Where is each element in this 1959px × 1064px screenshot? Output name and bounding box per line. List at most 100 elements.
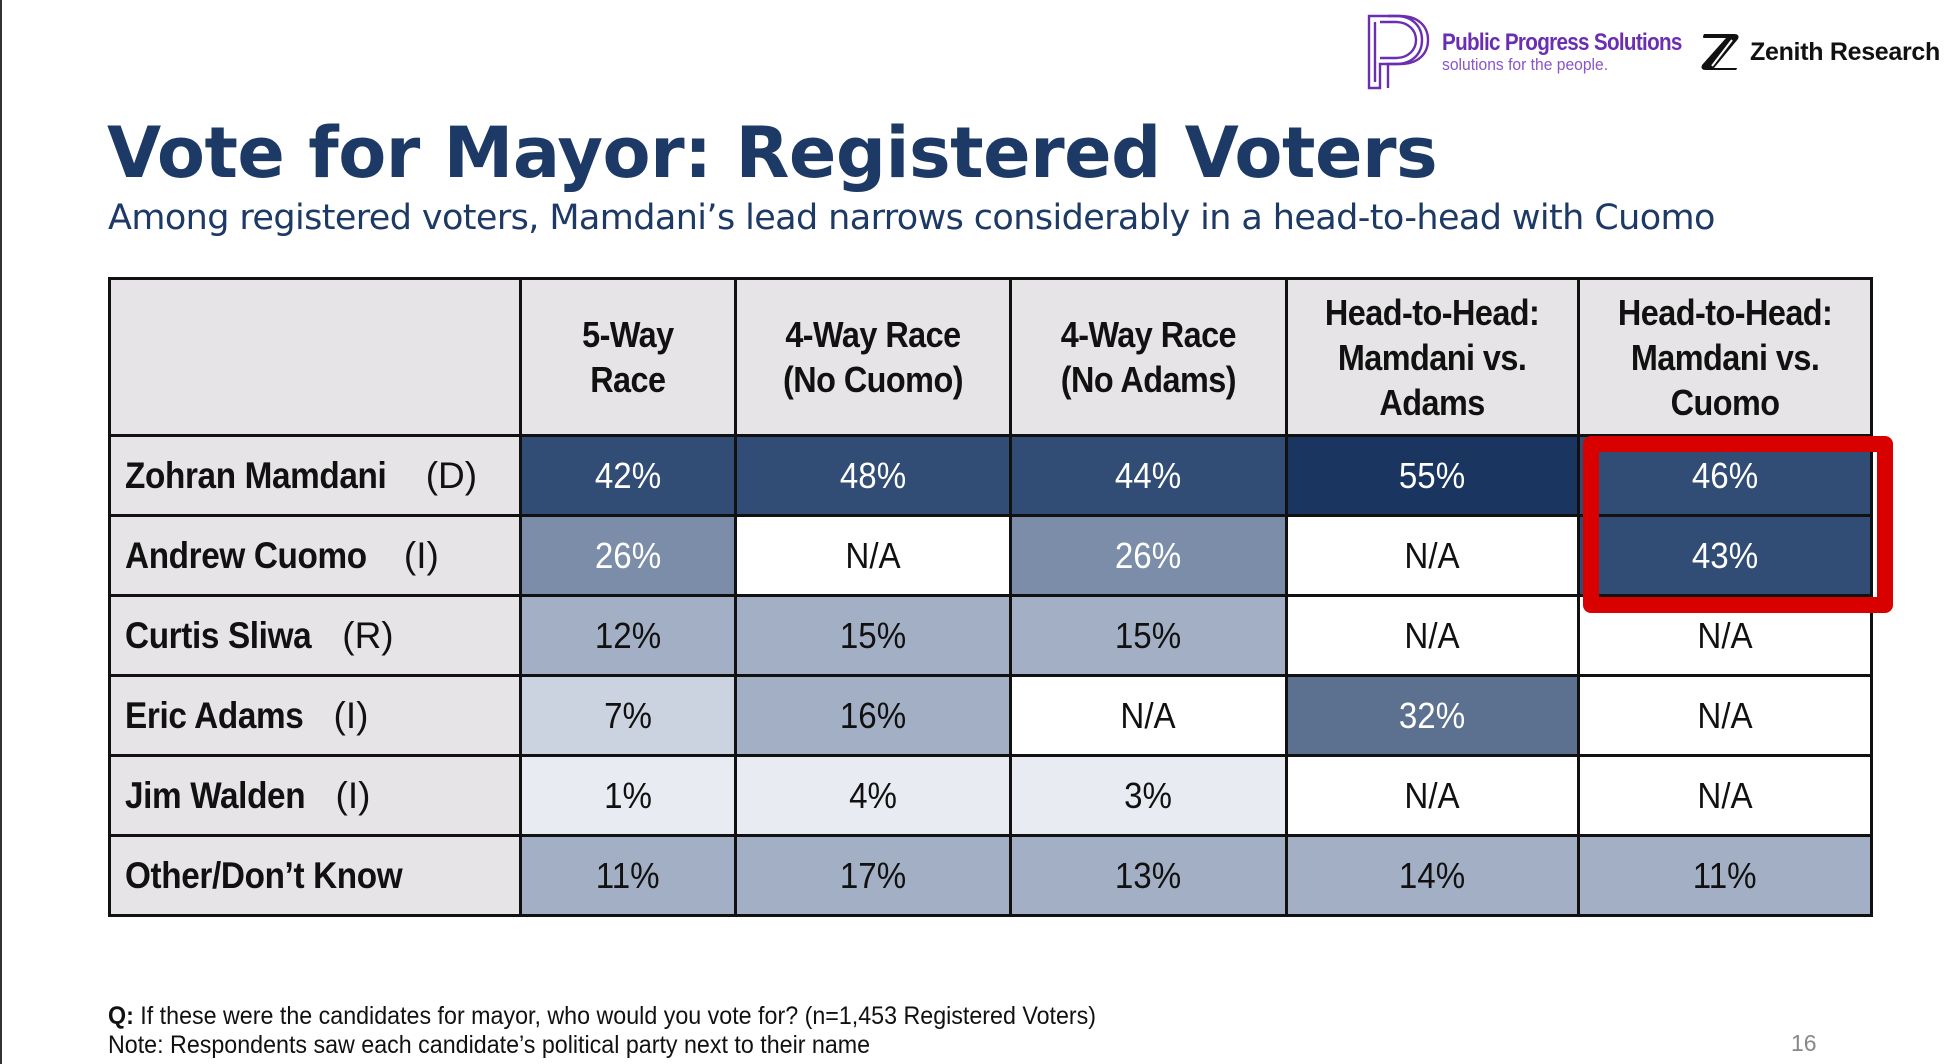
value-cell: 15% bbox=[1009, 594, 1288, 677]
value-cell: 3% bbox=[1009, 754, 1288, 837]
column-header: Head-to-Head: Mamdani vs. Adams bbox=[1285, 277, 1580, 437]
value-cell: 11% bbox=[519, 834, 737, 917]
cell-value: 42% bbox=[594, 454, 662, 496]
table-row: Zohran Mamdani (D) 42% 48% 44% 55% 46% bbox=[108, 434, 1873, 517]
value-cell: 7% bbox=[519, 674, 737, 757]
slide-edge bbox=[0, 0, 2, 1064]
cell-value: 26% bbox=[594, 534, 662, 576]
column-header: Head-to-Head: Mamdani vs. Cuomo bbox=[1577, 277, 1873, 437]
cell-value: N/A bbox=[845, 534, 901, 576]
cell-value: 17% bbox=[839, 854, 907, 896]
cell-value: N/A bbox=[1697, 774, 1753, 816]
cell-value: 16% bbox=[839, 694, 907, 736]
column-header-line: (No Adams) bbox=[1060, 359, 1237, 400]
column-header-label: Head-to-Head: Mamdani vs. Cuomo bbox=[1617, 290, 1833, 425]
candidate-label: Andrew Cuomo (I) bbox=[108, 514, 522, 597]
na-cell: N/A bbox=[1285, 754, 1580, 837]
question-body: If these were the candidates for mayor, … bbox=[133, 1002, 1097, 1030]
cell-value: 43% bbox=[1691, 534, 1759, 576]
column-header-line: Adams bbox=[1379, 381, 1486, 423]
column-header-line: Head-to-Head: bbox=[1325, 291, 1540, 333]
cell-value: N/A bbox=[1120, 694, 1177, 736]
cell-value: N/A bbox=[1404, 534, 1461, 576]
value-cell: 26% bbox=[1009, 514, 1288, 597]
cell-value: 4% bbox=[849, 774, 897, 816]
na-cell: N/A bbox=[1577, 754, 1873, 837]
page-title: Vote for Mayor: Registered Voters bbox=[107, 112, 1438, 194]
candidate-label: Jim Walden (I) bbox=[108, 754, 522, 837]
cell-value: 55% bbox=[1399, 454, 1466, 496]
value-cell: 44% bbox=[1009, 434, 1288, 517]
column-header-line: 4-Way Race bbox=[1060, 314, 1237, 355]
cell-value: 32% bbox=[1399, 694, 1466, 736]
column-header-line: (No Cuomo) bbox=[783, 359, 963, 400]
table-header-row: 5-Way Race 4-Way Race (No Cuomo) 4-Way Race(… bbox=[108, 277, 1873, 437]
column-header-line: 4-Way Race bbox=[785, 314, 961, 355]
cell-value: 44% bbox=[1115, 454, 1182, 496]
na-cell: N/A bbox=[1285, 514, 1580, 597]
candidate-label: Eric Adams (I) bbox=[108, 674, 522, 757]
value-cell: 16% bbox=[734, 674, 1012, 757]
cell-value: 13% bbox=[1115, 854, 1182, 896]
pps-name: Public Progress Solutions bbox=[1442, 29, 1682, 56]
value-cell: 12% bbox=[519, 594, 737, 677]
value-cell: 1% bbox=[519, 754, 737, 837]
results-table: 5-Way Race 4-Way Race (No Cuomo) 4-Way Race(… bbox=[108, 277, 1873, 917]
cell-value: N/A bbox=[1404, 774, 1461, 816]
column-header-label: 5-Way Race bbox=[582, 312, 674, 402]
value-cell: 48% bbox=[734, 434, 1012, 517]
column-header-label: 4-Way Race (No Adams) bbox=[1060, 312, 1237, 402]
na-cell: N/A bbox=[1577, 594, 1873, 677]
cell-value: 7% bbox=[604, 694, 652, 736]
table-row: Jim Walden (I) 1% 4% 3% N/A N/A bbox=[108, 754, 1873, 837]
na-cell: N/A bbox=[1285, 594, 1580, 677]
candidate-name: Zohran Mamdani bbox=[125, 454, 387, 496]
column-header: 4-Way Race (No Cuomo) bbox=[734, 277, 1012, 437]
footer-notes: Q: If these were the candidates for mayo… bbox=[108, 1002, 1170, 1060]
column-header-line: Head-to-Head: bbox=[1617, 291, 1833, 333]
candidate-party: (I) bbox=[403, 534, 439, 576]
column-header-line: 5-Way bbox=[582, 314, 674, 355]
cell-value: 1% bbox=[604, 774, 652, 816]
header-cell-empty bbox=[108, 277, 522, 437]
cell-value: 12% bbox=[594, 614, 662, 656]
cell-value: 11% bbox=[596, 854, 660, 896]
cell-value: 46% bbox=[1691, 454, 1759, 496]
value-cell: 11% bbox=[1577, 834, 1873, 917]
cell-value: 14% bbox=[1399, 854, 1466, 896]
candidate-label: Zohran Mamdani (D) bbox=[108, 434, 522, 517]
candidate-party: (D) bbox=[425, 454, 478, 496]
column-header-line: Cuomo bbox=[1670, 381, 1780, 423]
cell-value: 26% bbox=[1115, 534, 1182, 576]
na-cell: N/A bbox=[1577, 674, 1873, 757]
question-text: Q: If these were the candidates for mayo… bbox=[108, 1002, 1096, 1031]
column-header: 4-Way Race (No Adams) bbox=[1009, 277, 1288, 437]
value-cell: 15% bbox=[734, 594, 1012, 677]
cell-value: 15% bbox=[1115, 614, 1182, 656]
candidate-label: Other/Don’t Know bbox=[108, 834, 522, 917]
note-text: Note: Respondents saw each candidate’s p… bbox=[108, 1031, 871, 1059]
cell-value: 15% bbox=[839, 614, 907, 656]
table-row: Eric Adams (I) 7% 16% N/A 32% N/A bbox=[108, 674, 1873, 757]
cell-value: 11% bbox=[1693, 854, 1757, 896]
column-header: 5-Way Race bbox=[519, 277, 737, 437]
candidate-party: (I) bbox=[333, 694, 369, 736]
p-monogram-icon bbox=[1367, 14, 1430, 90]
pps-tagline: solutions for the people. bbox=[1442, 55, 1609, 74]
table-row: Curtis Sliwa (R) 12% 15% 15% N/A N/A bbox=[108, 594, 1873, 677]
cell-value: 48% bbox=[839, 454, 907, 496]
cell-value: N/A bbox=[1697, 614, 1753, 656]
candidate-name: Jim Walden bbox=[125, 774, 306, 816]
value-cell: 46% bbox=[1577, 434, 1873, 517]
zenith-research-name: Zenith Research bbox=[1750, 37, 1941, 66]
candidate-label: Curtis Sliwa (R) bbox=[108, 594, 522, 677]
value-cell: 13% bbox=[1009, 834, 1288, 917]
table-row: Other/Don’t Know 11% 17% 13% 14% 11% bbox=[108, 834, 1873, 917]
value-cell: 42% bbox=[519, 434, 737, 517]
value-cell: 14% bbox=[1285, 834, 1580, 917]
value-cell: 26% bbox=[519, 514, 737, 597]
candidate-name: Other/Don’t Know bbox=[125, 854, 403, 896]
cell-value: N/A bbox=[1697, 694, 1753, 736]
z-mark-icon bbox=[1701, 34, 1739, 70]
zenith-research-logo: Zenith Research bbox=[1698, 28, 1940, 76]
